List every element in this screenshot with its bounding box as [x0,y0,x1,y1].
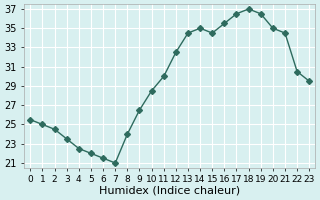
X-axis label: Humidex (Indice chaleur): Humidex (Indice chaleur) [99,186,240,196]
